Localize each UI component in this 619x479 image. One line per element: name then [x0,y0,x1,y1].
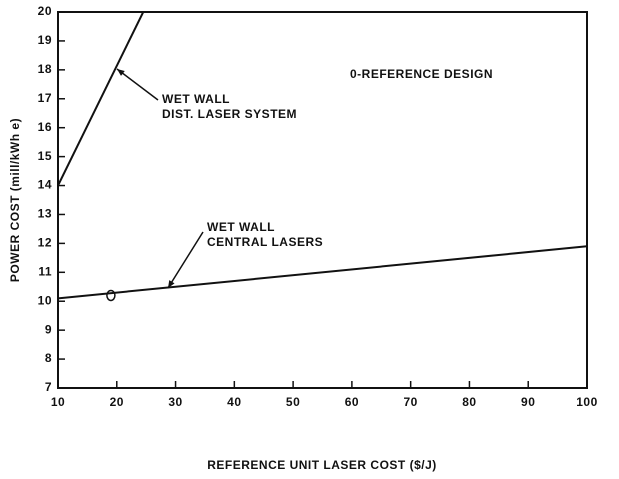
y-tick-label: 15 [38,149,52,163]
x-axis-label: REFERENCE UNIT LASER COST ($/J) [207,458,437,472]
x-tick-label: 30 [168,395,182,409]
y-tick-label: 19 [38,33,52,47]
x-tick-label: 100 [576,395,598,409]
x-tick-label: 40 [227,395,241,409]
x-tick-label: 90 [521,395,535,409]
annotation: WET WALL [207,220,275,234]
y-tick-label: 8 [45,351,52,365]
arrow-head [168,280,175,288]
x-tick-label: 10 [51,395,65,409]
plot-frame [57,11,588,389]
y-tick-label: 12 [38,236,52,250]
y-tick-label: 11 [38,264,52,278]
arrow-head [117,69,125,76]
x-tick-label: 60 [345,395,359,409]
x-tick-label: 80 [462,395,476,409]
y-tick-label: 16 [38,120,52,134]
annotation: CENTRAL LASERS [207,235,323,249]
data-line [58,245,587,300]
y-tick-label: 20 [38,4,52,18]
x-tick-label: 20 [110,395,124,409]
y-tick-label: 7 [45,380,52,394]
y-axis-label: POWER COST (mill/kWh e) [8,118,22,282]
y-tick-label: 13 [38,207,52,221]
x-tick-label: 70 [403,395,417,409]
y-tick-label: 14 [38,178,52,192]
y-tick-label: 18 [38,62,52,76]
data-line [58,12,145,186]
annotation: DIST. LASER SYSTEM [162,107,297,121]
x-tick-label: 50 [286,395,300,409]
annotation-arrow [116,68,159,101]
annotation: WET WALL [162,92,230,106]
reference-point [106,289,116,302]
y-tick-label: 17 [38,91,52,105]
annotation-arrow [167,231,204,289]
y-tick-label: 9 [45,322,52,336]
y-tick-label: 10 [38,293,52,307]
annotation: 0-REFERENCE DESIGN [350,67,493,81]
